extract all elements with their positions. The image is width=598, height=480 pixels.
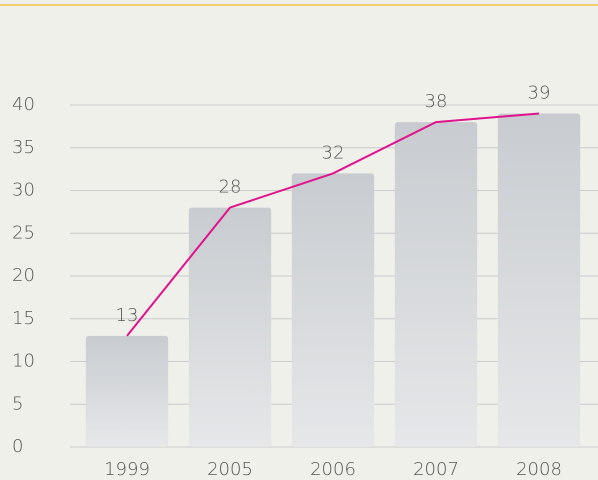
data-label: 38	[425, 91, 448, 112]
data-label: 28	[219, 177, 242, 198]
y-tick-label: 15	[12, 308, 35, 329]
bar	[85, 335, 169, 447]
y-tick-label: 40	[12, 94, 35, 115]
y-tick-label: 10	[12, 351, 35, 372]
y-tick-label: 5	[12, 393, 23, 414]
y-tick-label: 35	[12, 137, 35, 158]
y-tick-label: 0	[12, 436, 23, 457]
data-label: 32	[322, 142, 345, 163]
x-tick-label: 1999	[104, 459, 150, 480]
bar	[497, 113, 581, 448]
bar	[394, 122, 478, 447]
x-tick-label: 2005	[207, 459, 253, 480]
bar	[291, 173, 375, 447]
y-tick-label: 25	[12, 222, 35, 243]
x-tick-label: 2006	[310, 459, 356, 480]
y-tick-label: 20	[12, 265, 35, 286]
x-tick-label: 2008	[516, 459, 562, 480]
bar	[188, 207, 272, 447]
data-label: 39	[528, 83, 551, 104]
y-tick-label: 30	[12, 180, 35, 201]
x-tick-label: 2007	[413, 459, 459, 480]
trend-line	[126, 112, 540, 337]
data-label: 13	[116, 305, 139, 326]
